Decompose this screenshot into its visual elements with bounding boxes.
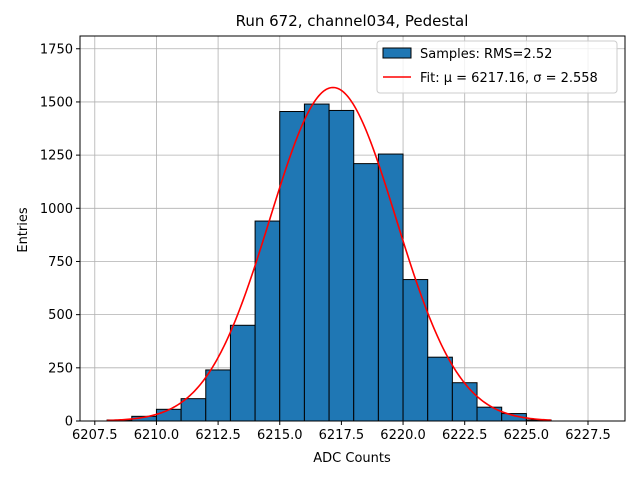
y-tick-label: 750 bbox=[48, 255, 73, 270]
x-tick-label: 6215.0 bbox=[257, 428, 303, 443]
x-axis-label: ADC Counts bbox=[313, 451, 391, 466]
histogram-bar bbox=[377, 153, 404, 422]
histogram-bars bbox=[106, 103, 552, 422]
y-tick-label: 1500 bbox=[40, 95, 73, 110]
x-tick-label: 6227.5 bbox=[565, 428, 611, 443]
x-tick-label: 6217.5 bbox=[319, 428, 365, 443]
x-tick-label: 6225.0 bbox=[504, 428, 550, 443]
y-tick-label: 1000 bbox=[40, 202, 73, 217]
histogram-bar bbox=[402, 279, 429, 422]
histogram-bar bbox=[229, 324, 256, 422]
histogram-bar bbox=[353, 163, 379, 422]
histogram-bar bbox=[303, 103, 330, 422]
histogram-bar bbox=[427, 356, 453, 422]
histogram-bar bbox=[279, 111, 305, 422]
histogram-bar bbox=[254, 220, 281, 422]
histogram-bar bbox=[328, 109, 355, 422]
chart-title: Run 672, channel034, Pedestal bbox=[236, 12, 469, 30]
legend-fit-label: Fit: μ = 6217.16, σ = 2.558 bbox=[420, 71, 598, 86]
y-tick-label: 1750 bbox=[40, 42, 73, 57]
x-tick-label: 6222.5 bbox=[442, 428, 488, 443]
y-axis-ticks: 0 250 500 750 1000 1250 1500 1750 bbox=[40, 42, 80, 430]
histogram-bar bbox=[155, 408, 182, 422]
x-axis-ticks: 6207.5 6210.0 6212.5 6215.0 6217.5 6220.0 6222… bbox=[72, 421, 611, 443]
legend-histogram-label: Samples: RMS=2.52 bbox=[420, 47, 552, 62]
y-tick-label: 500 bbox=[48, 308, 73, 323]
plot-area-frame bbox=[79, 35, 626, 422]
legend-frame bbox=[376, 40, 618, 94]
x-tick-label: 6207.5 bbox=[72, 428, 118, 443]
y-tick-label: 250 bbox=[48, 361, 73, 376]
y-tick-label: 1250 bbox=[40, 149, 73, 164]
histogram-bar bbox=[205, 369, 231, 422]
histogram-bar bbox=[451, 382, 478, 422]
fit-curve bbox=[107, 86, 552, 422]
x-tick-label: 6210.0 bbox=[134, 428, 180, 443]
histogram-bar bbox=[180, 398, 207, 422]
y-tick-label: 0 bbox=[65, 415, 73, 430]
legend: Samples: RMS=2.52 Fit: μ = 6217.16, σ = … bbox=[376, 40, 618, 94]
y-axis-label: Entries bbox=[16, 207, 31, 253]
legend-histogram-swatch bbox=[382, 47, 412, 59]
x-tick-label: 6220.0 bbox=[380, 428, 426, 443]
x-tick-label: 6212.5 bbox=[195, 428, 241, 443]
